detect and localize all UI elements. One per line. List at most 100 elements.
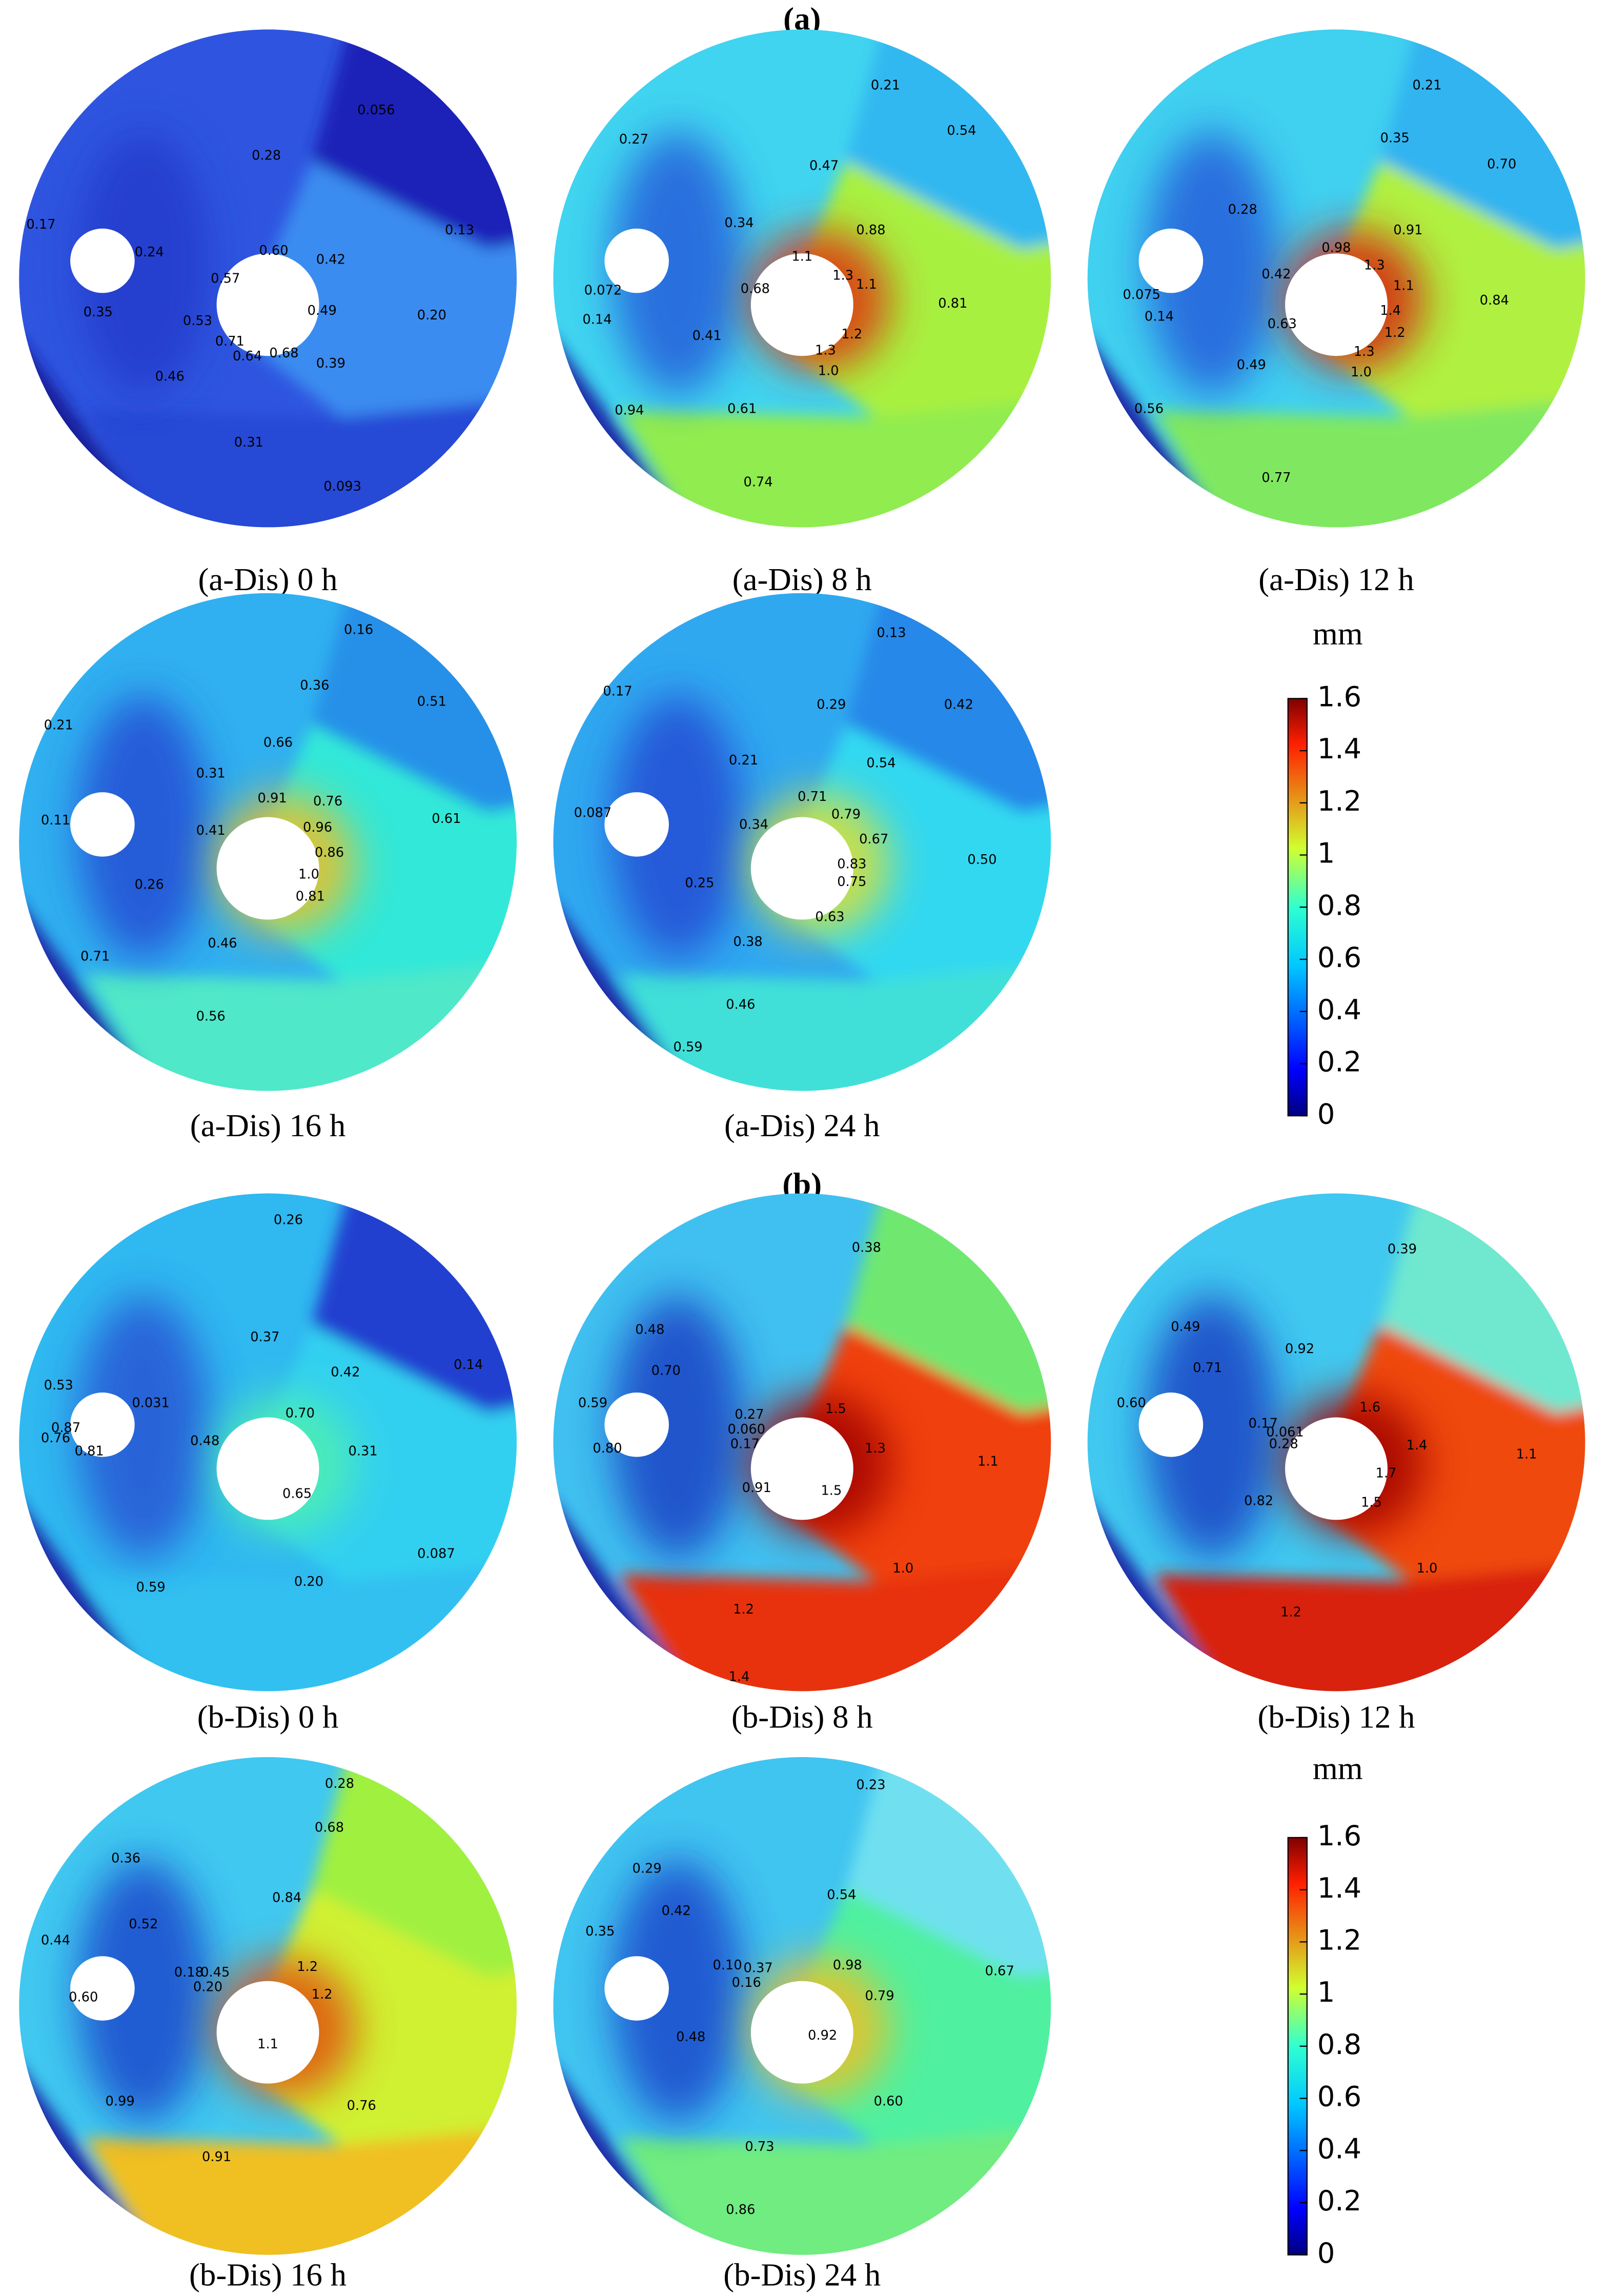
- contour-label: 0.53: [183, 313, 212, 329]
- large-hole: [750, 817, 853, 920]
- contour-label: 0.76: [313, 794, 342, 809]
- contour-label: 0.39: [316, 356, 345, 371]
- colorbar-tick-label: 0: [1317, 1098, 1335, 1130]
- colorbar-tick-label: 0.4: [1317, 994, 1361, 1026]
- contour-label: 0.60: [1117, 1395, 1146, 1411]
- contour-label: 0.71: [1193, 1360, 1222, 1376]
- contour-label: 0.42: [331, 1364, 360, 1380]
- field-region: [619, 1559, 1051, 1691]
- contour-label: 0.60: [259, 243, 288, 258]
- contour-label: 0.093: [323, 479, 361, 494]
- contour-label: 0.60: [69, 1990, 98, 2005]
- contour-label: 0.47: [809, 158, 839, 174]
- contour-label: 0.21: [871, 78, 900, 93]
- contour-label: 0.59: [136, 1580, 166, 1595]
- contour-label: 0.51: [417, 694, 446, 710]
- contour-label: 0.98: [1321, 240, 1351, 255]
- contour-label: 0.54: [947, 123, 976, 138]
- field-blob: [1146, 1296, 1278, 1560]
- contour-label: 0.34: [739, 817, 768, 833]
- large-hole: [216, 253, 319, 356]
- contour-label: 0.91: [1393, 223, 1422, 238]
- contour-label: 1.3: [1364, 258, 1385, 273]
- contour-label: 0.70: [286, 1405, 315, 1421]
- contour-label: 0.52: [129, 1917, 158, 1932]
- contour-label: 0.35: [84, 305, 113, 320]
- contour-label: 0.25: [685, 876, 714, 891]
- colorbar-tick-label: 1.4: [1317, 733, 1361, 765]
- contour-label: 1.2: [297, 1959, 318, 1975]
- contour-label: 0.49: [1237, 357, 1266, 373]
- contour-label: 1.2: [1280, 1605, 1301, 1620]
- contour-label: 0.66: [263, 735, 293, 751]
- contour-label: 1.4: [1407, 1438, 1428, 1453]
- contour-label: 0.072: [584, 283, 622, 298]
- contour-label: 0.24: [135, 245, 164, 260]
- contour-label: 0.99: [106, 2093, 135, 2109]
- colorbar-tick-label: 1.2: [1317, 1924, 1361, 1956]
- contour-label: 0.26: [135, 877, 164, 893]
- contour-label: 0.13: [877, 625, 906, 640]
- contour-label: 1.1: [1393, 278, 1414, 294]
- panel-caption: (b-Dis) 16 h: [189, 2257, 347, 2293]
- contour-label: 0.20: [294, 1574, 323, 1589]
- field-region: [619, 959, 1051, 1091]
- colorbar-tick-label: 0.2: [1317, 2185, 1361, 2217]
- large-hole: [216, 817, 319, 920]
- colorbar-tick-label: 1.2: [1317, 785, 1361, 817]
- contour-label: 0.44: [41, 1932, 70, 1948]
- contour-panel: 0.26 0.37 0.14 0.42 0.53 0.031 0.70 0.87 0.48 0.3…: [19, 1193, 517, 1691]
- panel-caption: (a-Dis) 0 h: [198, 561, 337, 597]
- contour-label: 0.42: [1261, 267, 1291, 282]
- contour-label: 0.20: [193, 1980, 222, 1995]
- small-hole: [1138, 228, 1204, 293]
- contour-label: 0.056: [357, 103, 395, 118]
- field-blob: [612, 132, 744, 396]
- panel-caption: (a-Dis) 24 h: [724, 1107, 880, 1143]
- contour-label: 0.86: [315, 845, 344, 860]
- colorbar-tick-label: 1: [1317, 1976, 1335, 2008]
- field-region: [1153, 395, 1585, 528]
- contour-label: 0.87: [51, 1420, 80, 1436]
- field-blob: [612, 1296, 744, 1560]
- contour-label: 0.31: [196, 766, 226, 781]
- contour-label: 1.1: [791, 249, 812, 265]
- contour-label: 0.71: [798, 789, 827, 804]
- contour-label: 0.075: [1123, 287, 1160, 303]
- field-region: [85, 1559, 517, 1691]
- panel-caption: (a-Dis) 12 h: [1258, 561, 1414, 597]
- panel-caption: (b-Dis) 24 h: [723, 2257, 881, 2293]
- contour-label: 0.54: [866, 756, 895, 771]
- contour-label: 0.21: [729, 753, 758, 768]
- contour-label: 0.41: [196, 823, 226, 838]
- field-blob: [77, 1296, 210, 1560]
- contour-label: 0.35: [585, 1924, 615, 1939]
- contour-label: 0.087: [417, 1546, 455, 1562]
- small-hole: [1138, 1392, 1204, 1457]
- contour-label: 1.1: [856, 277, 877, 292]
- contour-label: 1.5: [1361, 1495, 1382, 1510]
- small-hole: [70, 228, 135, 293]
- contour-label: 0.48: [635, 1322, 664, 1338]
- field-region: [238, 161, 517, 418]
- contour-label: 0.53: [44, 1378, 73, 1393]
- contour-label: 0.75: [837, 874, 866, 890]
- contour-label: 1.7: [1376, 1465, 1397, 1481]
- field-blob: [77, 695, 210, 959]
- contour-label: 1.2: [1384, 325, 1405, 340]
- contour-label: 1.6: [1359, 1400, 1380, 1415]
- contour-panel: 0.23 0.29 0.42 0.54 0.35 0.10 0.37 0.98 0.16 0.79…: [553, 1757, 1051, 2255]
- contour-label: 0.48: [190, 1434, 219, 1449]
- contour-label: 1.1: [977, 1454, 998, 1469]
- contour-label: 0.94: [615, 402, 644, 418]
- contour-label: 0.14: [1145, 309, 1174, 325]
- contour-label: 0.91: [258, 791, 287, 806]
- contour-label: 0.42: [944, 697, 973, 712]
- contour-label: 0.18: [174, 1965, 203, 1980]
- contour-label: 0.81: [296, 889, 325, 904]
- contour-label: 0.68: [315, 1820, 344, 1835]
- field-region: [619, 2123, 1051, 2255]
